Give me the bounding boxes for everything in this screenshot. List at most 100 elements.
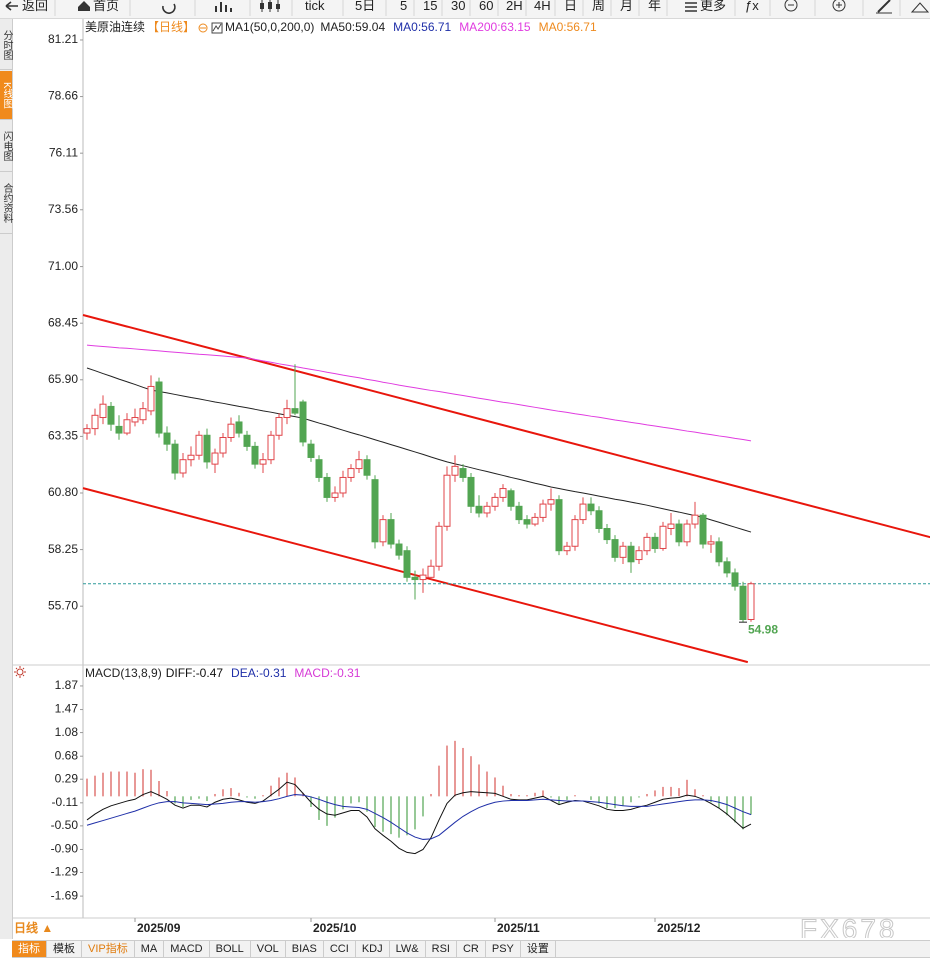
candle-body	[179, 459, 187, 474]
bottom-tab[interactable]: PSY	[486, 941, 521, 957]
bottom-tab[interactable]: MA	[135, 941, 165, 957]
candle-body	[603, 527, 611, 541]
bottom-tab[interactable]: 指标	[12, 941, 47, 957]
legend-entry: MA50:59.04	[320, 20, 385, 34]
y-tick-label: 81.21	[48, 32, 78, 46]
toolbar-button[interactable]: 周	[592, 0, 606, 13]
macd-line	[86, 781, 752, 855]
candle-body	[515, 505, 523, 521]
toolbar-button[interactable]: 15	[423, 0, 438, 13]
candle-body	[683, 523, 691, 543]
candle-body	[531, 516, 539, 525]
toolbar-button[interactable]: 更多	[700, 0, 727, 13]
candle-body	[83, 428, 91, 434]
candle-body	[235, 421, 243, 434]
low-label: 54.98	[748, 622, 778, 636]
side-tab[interactable]: 分时图	[0, 21, 12, 70]
candle-body	[427, 565, 435, 578]
candle-body	[107, 405, 115, 425]
bottom-tab[interactable]: LW&	[390, 941, 426, 957]
legend-entry: MA0:56.71	[393, 20, 451, 34]
x-tick-label: 2025/12	[657, 921, 701, 935]
toolbar-button[interactable]: 年	[648, 0, 662, 13]
y-tick-label: 0.68	[55, 748, 79, 762]
candle-body	[91, 414, 99, 430]
toolbar-button[interactable]: 2H	[506, 0, 523, 13]
bottom-tab[interactable]: 模板	[47, 941, 82, 957]
toolbar-button[interactable]: 5	[400, 0, 408, 13]
candle-body	[163, 432, 171, 445]
candle-body	[395, 543, 403, 556]
toolbar-button[interactable]: 日	[564, 0, 578, 13]
side-tab[interactable]: K线图	[0, 71, 12, 120]
candle-body	[259, 459, 267, 465]
legend-label: MA0:	[393, 20, 421, 34]
bottom-tab[interactable]: VIP指标	[82, 941, 135, 957]
candle-body	[331, 492, 339, 498]
y-tick-label: 78.66	[48, 89, 78, 103]
legend-label-value: 59.04	[355, 20, 385, 34]
legend-label-value: 63.15	[501, 20, 531, 34]
refresh-icon	[162, 3, 176, 14]
candle-body	[291, 408, 299, 414]
candle-body	[579, 503, 587, 521]
legend-entry: MA0:56.71	[539, 20, 597, 34]
toolbar-button[interactable]: 月	[620, 0, 634, 13]
chart: 日线 ▲ FX678 81.21 78.66 76.11 73.56 71.00 68.4…	[12, 19, 930, 938]
bottom-tab[interactable]: CCI	[324, 941, 356, 957]
candle-body	[731, 572, 739, 587]
indicator-icon	[211, 22, 223, 34]
toolbar-button[interactable]: tick	[305, 0, 325, 13]
y-tick-label: 1.87	[55, 678, 79, 692]
pen-icon	[877, 0, 891, 13]
legend-entry: MA200:63.15	[459, 20, 531, 34]
toolbar-separators	[54, 0, 901, 16]
legend-label: MA200:	[459, 20, 500, 34]
candle-body	[571, 519, 579, 547]
toolbar-button[interactable]: 30	[451, 0, 466, 13]
toolbar-button[interactable]: 返回	[22, 0, 49, 13]
candle-body	[131, 417, 139, 423]
trend-line	[82, 314, 930, 539]
candle-body	[619, 545, 627, 558]
ma-line	[86, 367, 752, 533]
period-selector[interactable]: 日线 ▲	[14, 920, 53, 935]
candle-body	[267, 434, 275, 461]
candle-body	[507, 490, 515, 507]
candle-body	[411, 576, 419, 581]
bottom-tab[interactable]: VOL	[251, 941, 286, 957]
y-tick-label: 55.70	[48, 598, 78, 612]
candle-body	[707, 541, 715, 545]
candle-body	[227, 423, 235, 438]
bottom-tab[interactable]: MACD	[164, 941, 210, 957]
bottom-tab[interactable]: BOLL	[210, 941, 251, 957]
candle-body	[211, 452, 219, 465]
settings-icon[interactable]	[14, 666, 26, 678]
y-tick-label: -0.90	[51, 842, 79, 856]
candle-body	[563, 545, 571, 552]
bottom-tab[interactable]: RSI	[426, 941, 457, 957]
candle-body	[419, 574, 427, 581]
bottom-tab[interactable]: CR	[457, 941, 486, 957]
candle-body	[363, 459, 371, 476]
candle-body	[299, 401, 307, 443]
toolbar-button[interactable]: 60	[479, 0, 494, 13]
toolbar-button[interactable]: 4H	[534, 0, 551, 13]
candle-body	[635, 550, 643, 561]
x-tick-label: 2025/11	[497, 921, 540, 935]
y-tick-label: 1.47	[55, 702, 79, 716]
chart-header: 美原油连续 【日线】	[85, 19, 195, 34]
x-tick-label: 2025/10	[313, 921, 357, 935]
side-tab[interactable]: 合约资料	[0, 173, 12, 234]
candle-body	[443, 474, 451, 527]
toolbar-button[interactable]: 5日	[355, 0, 376, 13]
side-tab[interactable]: 闪电图	[0, 121, 12, 172]
toolbar-button[interactable]: ƒx	[745, 0, 759, 13]
bottom-tab[interactable]: KDJ	[356, 941, 390, 957]
candle-body	[147, 385, 155, 412]
x-tick-label: 2025/09	[137, 921, 181, 935]
bottom-tab[interactable]: 设置	[521, 941, 556, 957]
bottom-tab[interactable]: BIAS	[286, 941, 324, 957]
toolbar-button[interactable]: 首页	[93, 0, 120, 13]
candle-body	[715, 541, 723, 563]
